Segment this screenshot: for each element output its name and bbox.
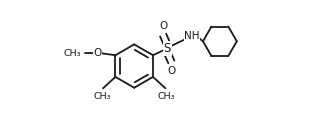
- Text: CH₃: CH₃: [157, 92, 174, 101]
- Text: O: O: [93, 48, 101, 58]
- Text: O: O: [159, 21, 167, 31]
- Text: O: O: [167, 66, 175, 76]
- Text: NH: NH: [184, 31, 200, 41]
- Text: CH₃: CH₃: [64, 49, 81, 58]
- Text: S: S: [164, 42, 171, 55]
- Text: CH₃: CH₃: [94, 92, 111, 101]
